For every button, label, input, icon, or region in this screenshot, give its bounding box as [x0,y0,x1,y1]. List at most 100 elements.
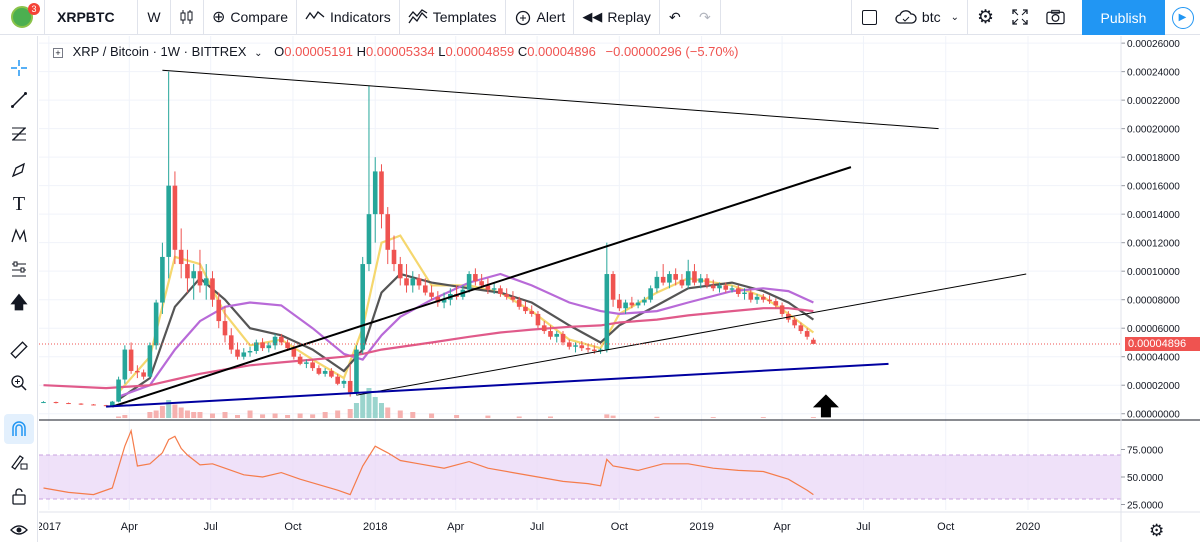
price-tick-label: 0.00024000 [1127,68,1180,79]
volume-bar [178,407,184,418]
top-toolbar: 3 XRPBTC W ⊕ Compare Indicators Template… [0,0,1200,35]
legend-title[interactable]: XRP / Bitcoin · 1W · BITTREX [72,44,247,59]
candle-body [316,368,322,374]
divider [966,0,968,35]
symbol-search[interactable]: XRPBTC [57,9,115,25]
volume-bar [353,403,359,418]
volume-bars [116,388,816,418]
chart-style-button[interactable] [171,0,203,35]
moving-average-line [117,272,815,401]
legend-collapse-icon[interactable]: + [53,48,63,58]
candle-body [172,185,178,250]
moving-average-line [118,272,814,398]
zoom-tool[interactable] [0,369,38,397]
candle-body [404,278,409,286]
snapshot-button[interactable] [1038,0,1073,35]
rsi-line [43,428,814,496]
price-tick-label: 0.00022000 [1127,96,1180,107]
time-tick-label: 2017 [39,521,61,533]
prediction-tool[interactable] [0,256,38,284]
candle-body [329,370,334,377]
settings-button[interactable]: ⚙ [968,0,1003,35]
replay-button[interactable]: ◀◀ Replay [574,0,659,35]
volume-bar [122,415,128,418]
price-tick-label: 0.00016000 [1127,182,1180,193]
candle-body [310,362,315,369]
fib-tool[interactable] [0,120,38,148]
candle-body [341,380,347,384]
volume-bar [335,410,341,418]
candle-body [660,276,666,283]
fullscreen-button[interactable] [1003,0,1038,35]
compare-button[interactable]: ⊕ Compare [204,0,296,35]
price-tick-label: 0.00008000 [1127,296,1180,307]
candle-body [610,274,616,300]
candle-body [410,278,416,286]
chart-properties-button[interactable] [852,0,887,35]
trend-line-tool[interactable] [0,86,38,114]
layout-selector[interactable]: btc ⌄ [887,0,967,35]
time-tick-label: Apr [121,521,138,533]
chart-pane[interactable]: 0.00026000 0.00024000 0.00022000 0.00020000… [37,36,1200,542]
lock-all-tool[interactable] [0,482,38,510]
candle-body [623,302,628,309]
undo-button[interactable]: ↶ [660,0,690,35]
candle-body [767,299,772,302]
price-chart[interactable]: 0.00026000 0.00024000 0.00022000 0.00020000… [37,36,1200,542]
candle-body [792,319,797,326]
templates-button[interactable]: Templates [400,0,505,35]
measure-icon [12,261,26,277]
candle-body [304,362,309,364]
candles-icon [180,10,193,24]
ohlc-values: O0.00005191 H0.00005334 L0.00004859 C0.0… [274,44,738,59]
volume-bar [347,409,353,418]
icon-tool[interactable]: 🡅 [0,290,38,318]
trend-lines[interactable] [106,69,1027,418]
candle-body [541,325,547,332]
hide-drawings-tool[interactable] [0,516,38,542]
candle-body [235,349,240,357]
chevron-down-icon[interactable]: ⌄ [254,48,263,59]
publish-button[interactable]: Publish [1082,0,1165,35]
time-tick-label: Apr [447,521,464,533]
measure-tool[interactable] [0,336,38,364]
redo-button[interactable]: ↷ [690,0,720,35]
interval-selector[interactable]: W [147,9,161,25]
candle-body [579,345,585,349]
candle-body [761,296,766,300]
volume-bar [172,404,178,418]
replay-play-button[interactable]: ▶ [1165,0,1200,35]
arrow-icon: 🡅 [10,292,28,312]
candle-body [735,288,741,294]
brush-tool[interactable] [0,156,38,184]
rsi-tick-label: 50.0000 [1127,473,1164,484]
magnet-tool[interactable] [0,415,38,443]
alert-button[interactable]: Alert [506,0,574,35]
user-avatar[interactable]: 3 [0,0,44,35]
price-tick-label: 0.00006000 [1127,324,1180,335]
candle-body [498,288,503,294]
volume-bar [322,412,328,418]
crosshair-tool[interactable] [0,54,38,82]
text-tool[interactable]: T [0,190,38,218]
price-tick-label: 0.00002000 [1127,381,1180,392]
candle-body [710,285,716,289]
candles [41,71,816,407]
indicators-button[interactable]: Indicators [297,0,399,35]
candle-body [510,296,516,300]
time-tick-label: Apr [774,521,791,533]
volume-bar [360,394,366,418]
lock-drawing-tool[interactable] [0,448,38,476]
gear-icon[interactable]: ⚙ [1149,521,1165,540]
candle-body [185,264,190,279]
candle-body [654,276,660,289]
pattern-tool[interactable] [0,222,38,250]
price-tick-label: 0.00020000 [1127,125,1180,136]
divider [504,0,506,35]
time-tick-label: Jul [856,521,870,533]
fib-icon [12,127,26,141]
candle-body [379,171,384,215]
open-label: O [274,44,285,59]
time-tick-label: 2018 [363,521,387,533]
eye-icon [10,525,28,535]
